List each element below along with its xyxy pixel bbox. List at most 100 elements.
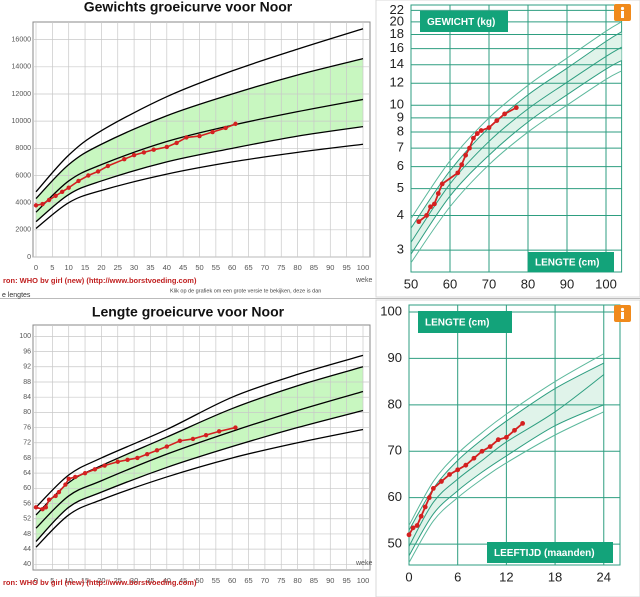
y-tick-label: 18: [390, 26, 404, 41]
data-point: [76, 178, 81, 184]
data-point: [53, 493, 58, 499]
reference-curve: [35, 143, 364, 229]
data-point: [154, 448, 160, 453]
x-tick-label: 10: [65, 576, 73, 585]
x-tick-label: 45: [179, 263, 187, 272]
x-tick-label: 50: [404, 276, 418, 291]
data-point: [463, 462, 469, 468]
data-point: [197, 133, 202, 139]
x-tick-label: 0: [34, 576, 38, 585]
x-tick-label: 65: [244, 263, 252, 272]
y-tick-label: 10: [390, 97, 404, 112]
x-tick-label: 20: [97, 576, 105, 585]
reference-curve: [35, 98, 364, 213]
y-tick-label: 5: [397, 180, 404, 195]
data-point: [43, 505, 49, 510]
chart: 40 44 48 52 56 60 64 68 72 76 80 84 88 92 96 100 0 5 10 15 2…: [3, 304, 372, 587]
info-icon-dot: [620, 6, 625, 11]
x-tick-label: 50: [195, 263, 203, 272]
data-point: [105, 163, 111, 169]
x-tick-label: 25: [114, 576, 122, 585]
data-point: [486, 125, 492, 131]
data-point: [512, 427, 517, 433]
reference-curve: [35, 366, 364, 516]
x-tick-label: 35: [146, 263, 154, 272]
y-tick-label: 76: [23, 424, 31, 431]
y-tick-label: 10000: [12, 118, 32, 125]
data-point: [59, 189, 65, 194]
data-point: [459, 162, 465, 168]
x-tick-label: 60: [228, 576, 236, 585]
data-point: [520, 420, 526, 426]
data-point: [66, 185, 71, 190]
data-point: [455, 467, 461, 473]
y-tick-label: 14000: [12, 64, 32, 71]
y-tick-label: 50: [388, 536, 402, 551]
y-tick-label: 4000: [15, 200, 31, 207]
y-tick-label: 80: [388, 396, 402, 411]
data-point: [233, 121, 238, 127]
data-point: [513, 105, 519, 111]
x-tick-label: 6: [454, 569, 461, 584]
y-tick-label: 96: [23, 348, 31, 355]
reference-curve: [35, 28, 364, 193]
y-tick-label: 16000: [12, 37, 32, 44]
x-tick-label: 95: [342, 263, 350, 272]
data-point: [430, 485, 436, 491]
data-point: [424, 213, 429, 218]
x-tick-label: 65: [244, 576, 252, 585]
x-tick-label: 50: [195, 576, 203, 585]
y-tick-label: 44: [23, 546, 31, 553]
data-point: [53, 193, 58, 199]
data-point: [439, 479, 444, 484]
footer: e lengtes: [2, 292, 31, 299]
source: ron: WHO bv girl (new) (http://www.borst…: [3, 276, 197, 285]
x-tick-label: 95: [342, 576, 350, 585]
x-tick-label: 90: [560, 276, 574, 291]
y-tick-label: 100: [380, 303, 402, 318]
reference-curve: [410, 60, 622, 255]
y-tick-label: 72: [23, 440, 31, 447]
x-tick-label: 75: [277, 263, 285, 272]
x-tick-label: 70: [261, 263, 269, 272]
x-tick-label: 15: [81, 263, 89, 272]
y-tick-label: 4: [397, 207, 404, 222]
data-point: [223, 125, 228, 131]
data-point: [471, 135, 476, 141]
y-tick-label: 40: [23, 561, 31, 568]
x-tick-label: 55: [212, 576, 220, 585]
chart: 0 2000 4000 6000 8000 10000 12000 14000 16000 0 5 1…: [2, 0, 372, 299]
data-point: [414, 523, 420, 528]
x-tick-label: 5: [50, 263, 54, 272]
x-tick-label: 5: [50, 576, 54, 585]
data-point: [66, 476, 71, 482]
reference-curve: [408, 404, 604, 556]
info-icon-dot: [620, 307, 625, 312]
y-tick-label: 90: [388, 350, 402, 365]
reference-curve: [410, 70, 622, 264]
reference-curve: [35, 390, 364, 529]
x-tick-label: 60: [443, 276, 457, 291]
data-point: [428, 204, 433, 210]
data-point: [40, 507, 45, 512]
data-point: [210, 129, 215, 135]
y-axis-label: LENGTE (cm): [425, 318, 489, 329]
x-tick-label: 0: [405, 569, 412, 584]
x-axis-label-box: [487, 542, 613, 563]
data-point: [455, 170, 461, 176]
x-tick-label: 30: [130, 263, 138, 272]
y-tick-label: 88: [23, 379, 31, 386]
data-point: [471, 455, 477, 461]
note: Klik op de grafiek om een grote versie t…: [170, 288, 321, 294]
data-point: [406, 532, 412, 538]
info-icon-group: [614, 305, 631, 322]
y-tick-label: 48: [23, 531, 31, 538]
data-point: [174, 140, 179, 146]
y-tick-label: 6: [397, 158, 404, 173]
data-point: [426, 495, 432, 501]
x-axis-label: weke: [355, 560, 372, 567]
x-tick-label: 55: [212, 263, 220, 272]
x-tick-label: 100: [357, 263, 370, 272]
